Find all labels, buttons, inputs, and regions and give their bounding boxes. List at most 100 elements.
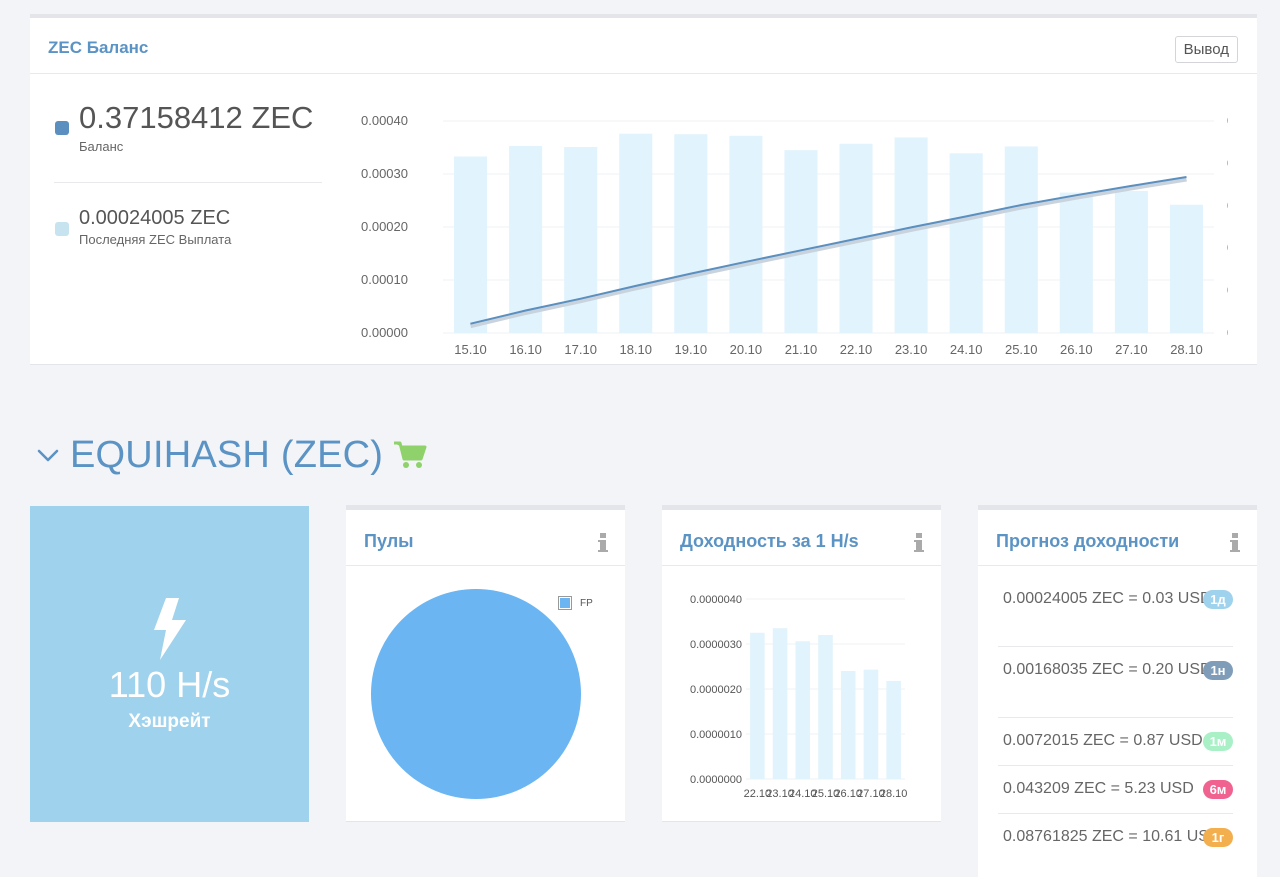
y-tick: 0.0000010 bbox=[690, 729, 742, 741]
y-tick: 0.0000040 bbox=[690, 594, 742, 606]
withdraw-button[interactable]: Вывод bbox=[1174, 36, 1238, 63]
y-tick-right: 0.367 bbox=[1227, 325, 1228, 340]
y-tick-right: 0.368 bbox=[1227, 283, 1228, 298]
x-tick-label: 18.10 bbox=[619, 342, 652, 357]
payout-bar bbox=[674, 134, 708, 333]
forecast-amount: 0.00024005 ZEC = 0.03 USD bbox=[1003, 590, 1212, 607]
y-tick-right: 0.372 bbox=[1227, 113, 1228, 128]
x-tick-label: 28.10 bbox=[880, 788, 908, 800]
payout-bar bbox=[894, 137, 928, 333]
y-tick-left: 0.00000 bbox=[361, 325, 408, 340]
yield-bar bbox=[818, 635, 833, 779]
forecast-card-title: Прогноз доходности bbox=[996, 531, 1180, 551]
balance-color-swatch bbox=[55, 121, 69, 135]
balance-legend: 0.37158412 ZEC Баланс bbox=[54, 100, 322, 160]
payout-bar bbox=[729, 135, 763, 333]
info-icon[interactable] bbox=[914, 533, 924, 552]
lightning-bolt-icon bbox=[154, 598, 186, 660]
x-tick-label: 20.10 bbox=[730, 342, 763, 357]
y-tick-left: 0.00030 bbox=[361, 166, 408, 181]
shopping-cart-icon[interactable] bbox=[393, 440, 427, 470]
y-tick-left: 0.00020 bbox=[361, 219, 408, 234]
period-badge: 6м bbox=[1203, 780, 1233, 799]
x-tick-label: 25.10 bbox=[1005, 342, 1038, 357]
pools-legend: FP bbox=[558, 596, 593, 610]
y-tick-right: 0.369 bbox=[1227, 240, 1228, 255]
yield-bar bbox=[863, 669, 879, 779]
period-badge: 1н bbox=[1203, 661, 1233, 680]
balance-line-shadow bbox=[469, 176, 1187, 329]
pools-card-title: Пулы bbox=[364, 531, 414, 551]
yield-bar bbox=[886, 680, 901, 779]
payout-bar bbox=[1004, 146, 1038, 333]
balance-value: 0.37158412 ZEC bbox=[79, 100, 314, 135]
yield-chart: 0.0000000 0.0000010 0.0000020 0.0000030 0.00… bbox=[690, 594, 908, 800]
y-tick-left: 0.00040 bbox=[361, 113, 408, 128]
forecast-amount: 0.08761825 ZEC = 10.61 USD bbox=[1003, 828, 1221, 845]
balance-chart: 0.00000 0.00010 0.00020 0.00030 0.00040 0.367… bbox=[361, 113, 1228, 357]
pools-card-header: Пулы bbox=[346, 510, 625, 566]
balance-panel-title: ZEC Баланс bbox=[48, 38, 149, 57]
x-tick-label: 21.10 bbox=[785, 342, 818, 357]
forecast-row: 0.08761825 ZEC = 10.61 USD 1г bbox=[998, 814, 1233, 877]
x-tick-label: 22.10 bbox=[840, 342, 873, 357]
x-tick-label: 15.10 bbox=[454, 342, 487, 357]
x-tick-label: 23.10 bbox=[895, 342, 928, 357]
payout-bar bbox=[1169, 204, 1203, 333]
payout-bar bbox=[1114, 190, 1148, 333]
pools-legend-label: FP bbox=[580, 597, 593, 609]
x-tick-label: 22.10 bbox=[744, 788, 772, 800]
payout-bar bbox=[949, 153, 983, 333]
payout-bar bbox=[454, 156, 488, 333]
payout-bar bbox=[619, 133, 653, 333]
info-icon[interactable] bbox=[1230, 533, 1240, 552]
forecast-amount: 0.00168035 ZEC = 0.20 USD bbox=[1003, 661, 1212, 678]
x-tick-label: 17.10 bbox=[564, 342, 597, 357]
balance-label: Баланс bbox=[79, 139, 124, 154]
forecast-row: 0.00024005 ZEC = 0.03 USD 1д bbox=[998, 576, 1233, 647]
balance-line bbox=[470, 176, 1187, 325]
chevron-down-icon[interactable] bbox=[36, 443, 60, 467]
x-tick-label: 23.10 bbox=[766, 788, 794, 800]
forecast-row: 0.00168035 ZEC = 0.20 USD 1н bbox=[998, 647, 1233, 718]
period-badge: 1д bbox=[1203, 590, 1233, 609]
x-tick-label: 19.10 bbox=[675, 342, 708, 357]
yield-card-title: Доходность за 1 H/s bbox=[680, 531, 859, 551]
y-tick: 0.0000000 bbox=[690, 774, 742, 786]
section-title: EQUIHASH (ZEC) bbox=[70, 433, 384, 476]
period-badge: 1м bbox=[1203, 732, 1233, 751]
yield-bar bbox=[750, 632, 765, 779]
payout-bar bbox=[1059, 192, 1093, 333]
pools-chart bbox=[371, 589, 581, 799]
last-payout-legend: 0.00024005 ZEC Последняя ZEC Выплата bbox=[54, 205, 322, 255]
x-tick-label: 28.10 bbox=[1170, 342, 1203, 357]
forecast-list: 0.00024005 ZEC = 0.03 USD 1д 0.00168035 … bbox=[998, 576, 1233, 877]
balance-panel: ZEC Баланс Вывод 0.37158412 ZEC Баланс 0… bbox=[30, 14, 1257, 365]
x-tick-label: 26.10 bbox=[834, 788, 862, 800]
x-tick-label: 26.10 bbox=[1060, 342, 1093, 357]
x-tick-label: 24.10 bbox=[950, 342, 983, 357]
forecast-card: Прогноз доходности 0.00024005 ZEC = 0.03… bbox=[978, 505, 1257, 877]
x-tick-label: 16.10 bbox=[509, 342, 542, 357]
y-tick-right: 0.371 bbox=[1227, 155, 1228, 170]
pie-slice bbox=[371, 589, 581, 799]
payout-bar bbox=[509, 145, 543, 333]
forecast-row: 0.0072015 ZEC = 0.87 USD 1м bbox=[998, 718, 1233, 766]
x-tick-label: 25.10 bbox=[812, 788, 840, 800]
forecast-amount: 0.0072015 ZEC = 0.87 USD bbox=[1003, 732, 1203, 749]
period-badge: 1г bbox=[1203, 828, 1233, 847]
yield-card-header: Доходность за 1 H/s bbox=[662, 510, 941, 566]
hashrate-label: Хэшрейт bbox=[128, 711, 211, 732]
forecast-row: 0.043209 ZEC = 5.23 USD 6м bbox=[998, 766, 1233, 814]
hashrate-tile bbox=[30, 506, 309, 822]
y-tick-right: 0.370 bbox=[1227, 198, 1228, 213]
yield-bar bbox=[795, 641, 811, 779]
x-tick-label: 27.10 bbox=[857, 788, 885, 800]
balance-panel-header: ZEC Баланс Вывод bbox=[30, 18, 1257, 74]
y-tick: 0.0000020 bbox=[690, 684, 742, 696]
info-icon[interactable] bbox=[598, 533, 608, 552]
last-payout-label: Последняя ZEC Выплата bbox=[79, 232, 232, 247]
yield-card: Доходность за 1 H/s 0.0000000 0.0000010 0.… bbox=[662, 505, 941, 822]
algorithm-section-header[interactable]: EQUIHASH (ZEC) bbox=[36, 433, 427, 477]
x-tick-label: 24.10 bbox=[789, 788, 817, 800]
